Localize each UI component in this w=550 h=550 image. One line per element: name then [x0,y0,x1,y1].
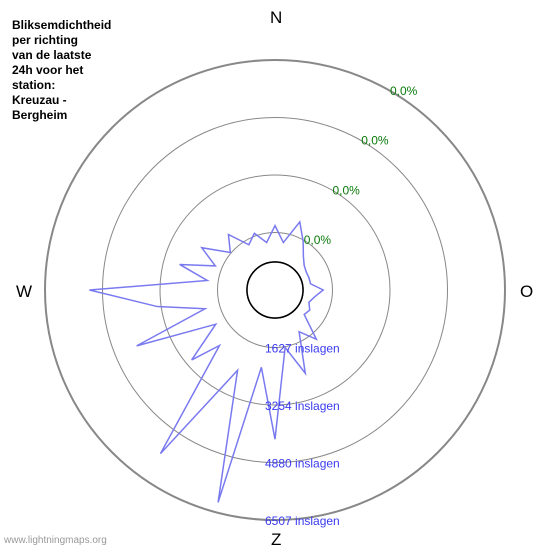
footer-credit: www.lightningmaps.org [4,535,107,546]
ring-label-strikes: 3254 inslagen [265,399,340,413]
chart-title: Bliksemdichtheid per richting van de laa… [12,18,111,123]
cardinal-n: N [270,8,282,28]
ring-label-strikes: 1627 inslagen [265,342,340,356]
cardinal-w: W [16,282,32,302]
ring-label-pct: 0,0% [333,183,361,197]
ring-label-pct: 0,0% [390,84,418,98]
center-hole-top [247,262,303,318]
ring-label-strikes: 6507 inslagen [265,514,340,528]
cardinal-o: O [520,282,533,302]
ring-label-strikes: 4880 inslagen [265,457,340,471]
ring-label-pct: 0,0% [361,134,389,148]
ring-label-pct: 0,0% [304,233,332,247]
cardinal-z: Z [271,530,281,550]
